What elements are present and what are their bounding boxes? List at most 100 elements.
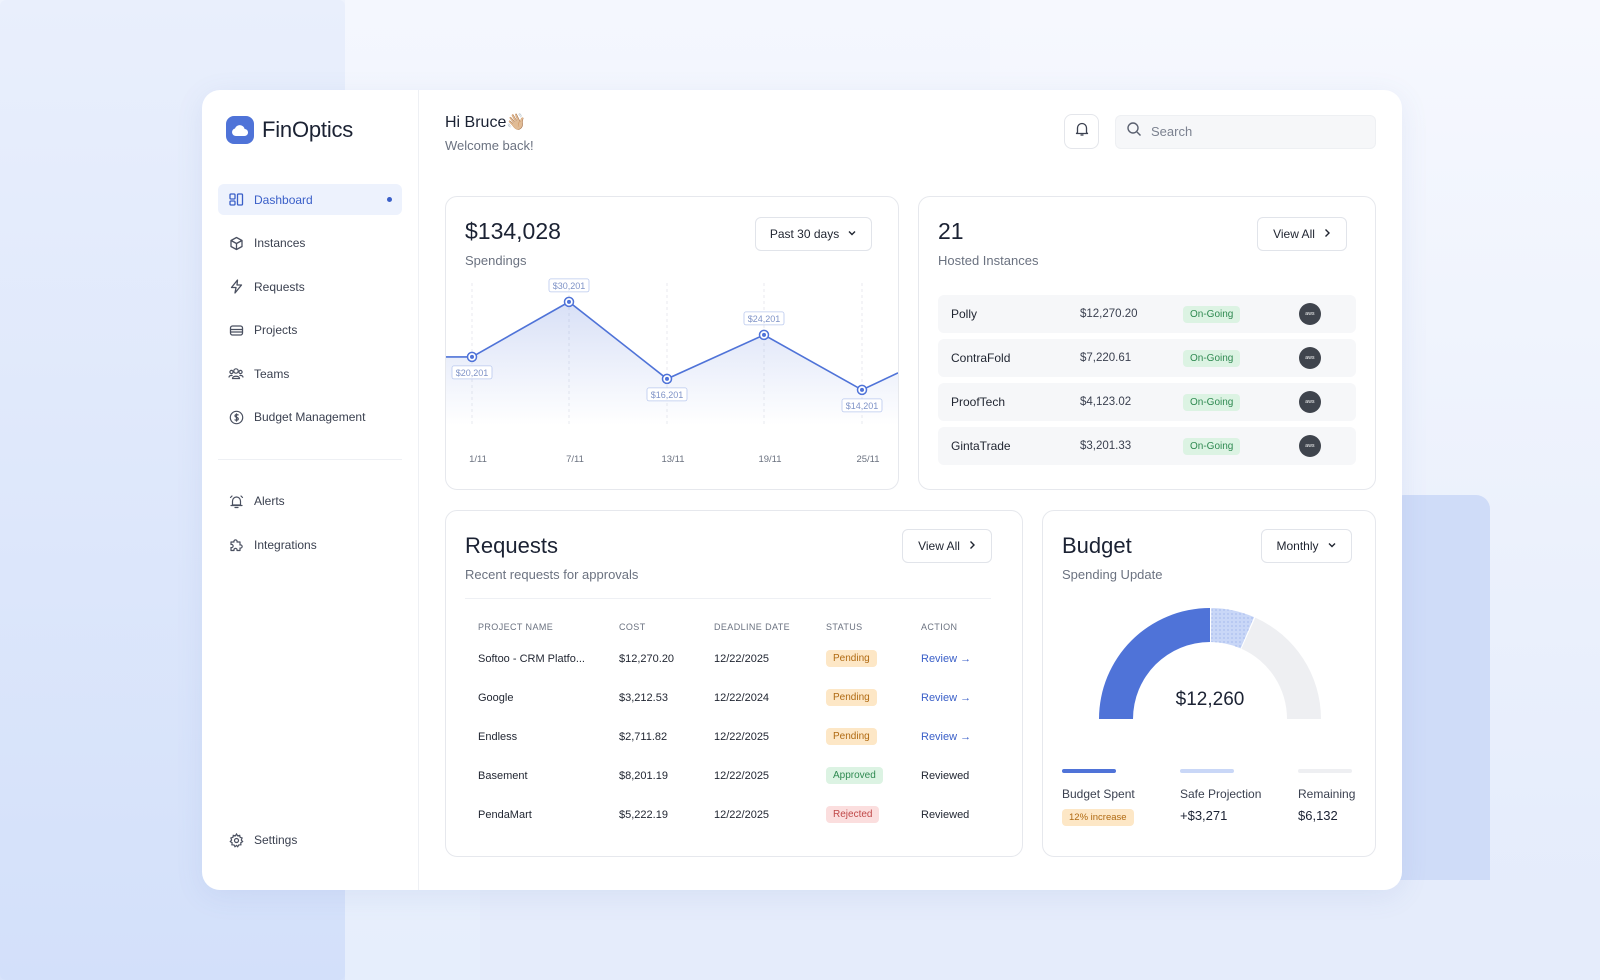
app-name: FinOptics <box>262 117 354 142</box>
spendings-label: Spendings <box>465 253 527 268</box>
project-name: Basement <box>478 769 528 782</box>
status-badge: Rejected <box>826 806 880 823</box>
instance-name: ContraFold <box>951 351 1011 365</box>
deadline-date: 12/22/2025 <box>714 808 770 821</box>
puzzle-icon <box>228 537 244 553</box>
period-dropdown[interactable]: Monthly <box>1261 529 1352 563</box>
instance-name: GintaTrade <box>951 439 1011 453</box>
table-row: Endless $2,711.82 12/22/2025 Pending Rev… <box>466 717 1004 756</box>
cost: $12,270.20 <box>619 652 675 665</box>
chevron-right-icon <box>1323 227 1331 241</box>
table-row: PendaMart $5,222.19 12/22/2025 Rejected … <box>466 795 1004 834</box>
sidebar-item-label: Projects <box>254 323 298 337</box>
instance-row[interactable]: ContraFold $7,220.61 On-Going aws <box>938 339 1356 377</box>
cost: $3,212.53 <box>619 691 668 704</box>
legend-label: Safe Projection <box>1180 787 1262 801</box>
sidebar-item-label: Instances <box>254 236 306 250</box>
date-range-label: Past 30 days <box>769 227 840 241</box>
x-tick-label: 19/11 <box>758 454 781 465</box>
budget-gauge <box>1099 608 1321 719</box>
sidebar-item-requests[interactable]: Requests <box>218 271 402 302</box>
requests-card: Requests Recent requests for approvals V… <box>445 510 1023 857</box>
data-point-core <box>567 299 571 304</box>
stack-icon <box>228 322 244 338</box>
cost: $8,201.19 <box>619 769 668 782</box>
deadline-date: 12/22/2025 <box>714 769 770 782</box>
view-all-label: View All <box>1273 227 1315 241</box>
sidebar-item-settings[interactable]: Settings <box>218 825 403 856</box>
project-name: PendaMart <box>478 808 532 821</box>
status-badge: On-Going <box>1183 305 1241 323</box>
sidebar-item-projects[interactable]: Projects <box>218 315 402 346</box>
sidebar-item-integrations[interactable]: Integrations <box>218 529 402 560</box>
data-label: $24,201 <box>743 311 785 326</box>
status-badge: On-Going <box>1183 393 1241 411</box>
spendings-amount: $134,028 <box>465 218 561 244</box>
review-link[interactable]: Review → <box>921 652 972 665</box>
legend-remaining: Remaining $6,132 <box>1298 769 1355 823</box>
search-box[interactable] <box>1115 114 1376 149</box>
requests-divider <box>465 598 991 599</box>
dashboard-icon <box>228 192 244 208</box>
view-all-instances-button[interactable]: View All <box>1257 217 1347 251</box>
legend-safe-projection: Safe Projection +$3,271 <box>1180 769 1261 823</box>
logo: FinOptics <box>226 116 402 144</box>
remaining-arc <box>1241 617 1321 719</box>
x-tick-label: 13/11 <box>661 454 684 465</box>
sidebar: FinOptics Dashboard Instances Requests <box>202 90 419 890</box>
hosted-label: Hosted Instances <box>938 253 1039 268</box>
data-label: $20,201 <box>451 365 493 380</box>
column-header: DEADLINE DATE <box>714 622 791 632</box>
sidebar-item-instances[interactable]: Instances <box>218 228 402 259</box>
x-tick-label: 25/11 <box>856 454 879 465</box>
review-link[interactable]: Review → <box>921 691 972 704</box>
data-point-core <box>860 387 864 392</box>
instance-row[interactable]: GintaTrade $3,201.33 On-Going aws <box>938 427 1356 465</box>
sidebar-item-label: Integrations <box>254 537 317 552</box>
alarm-icon <box>228 493 244 509</box>
table-row: Google $3,212.53 12/22/2024 Pending Revi… <box>466 678 1004 717</box>
status-badge: Approved <box>826 767 883 784</box>
status-badge: On-Going <box>1183 349 1241 367</box>
view-all-label: View All <box>918 539 960 553</box>
deadline-date: 12/22/2025 <box>714 730 770 743</box>
data-label: $16,201 <box>646 387 688 402</box>
table-header-row: PROJECT NAME COST DEADLINE DATE STATUS A… <box>466 615 1004 639</box>
chevron-down-icon <box>1327 539 1337 553</box>
instance-name: ProofTech <box>951 395 1006 409</box>
budget-spent-arc <box>1099 608 1210 719</box>
legend-value: +$3,271 <box>1180 808 1228 823</box>
x-tick-label: 1/11 <box>469 454 487 465</box>
instance-row[interactable]: ProofTech $4,123.02 On-Going aws <box>938 383 1356 421</box>
sidebar-item-teams[interactable]: Teams <box>218 358 402 389</box>
notifications-button[interactable] <box>1064 114 1099 149</box>
status-badge: Pending <box>826 689 877 706</box>
sidebar-item-budget-management[interactable]: Budget Management <box>218 402 402 433</box>
review-link[interactable]: Review → <box>921 730 972 743</box>
date-range-dropdown[interactable]: Past 30 days <box>755 217 872 251</box>
search-icon <box>1126 121 1142 142</box>
sidebar-item-dashboard[interactable]: Dashboard <box>218 184 402 215</box>
sidebar-item-label: Teams <box>254 366 290 381</box>
search-input[interactable] <box>1151 124 1351 139</box>
sidebar-item-label: Settings <box>254 833 298 847</box>
dollar-icon <box>228 409 244 425</box>
legend-swatch <box>1298 769 1352 773</box>
table-row: Basement $8,201.19 12/22/2025 Approved R… <box>466 756 1004 795</box>
svg-text:$24,201: $24,201 <box>748 314 781 324</box>
instance-cost: $4,123.02 <box>1080 396 1132 408</box>
welcome-text: Welcome back! <box>445 138 534 153</box>
data-point-core <box>762 332 766 337</box>
aws-logo-icon: aws <box>1299 303 1321 325</box>
budget-center-value: $12,260 <box>1175 689 1245 710</box>
sidebar-item-alerts[interactable]: Alerts <box>218 486 402 517</box>
data-point-core <box>470 354 474 359</box>
budget-card: Budget Spending Update Monthly $12,260 B… <box>1042 510 1376 857</box>
period-label: Monthly <box>1276 539 1319 553</box>
legend-label: Remaining <box>1298 787 1356 801</box>
data-label: $14,201 <box>841 398 883 413</box>
instance-row[interactable]: Polly $12,270.20 On-Going aws <box>938 295 1356 333</box>
view-all-requests-button[interactable]: View All <box>902 529 992 563</box>
legend-swatch <box>1062 769 1116 773</box>
action-text: Reviewed <box>921 808 970 821</box>
